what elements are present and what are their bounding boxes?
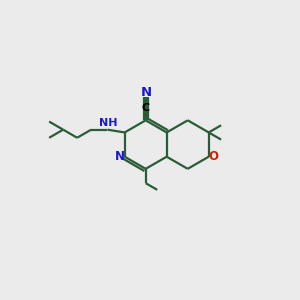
Text: C: C — [142, 103, 150, 113]
Text: NH: NH — [99, 118, 118, 128]
Text: N: N — [115, 150, 125, 164]
Text: O: O — [208, 150, 218, 164]
Text: N: N — [140, 85, 152, 99]
